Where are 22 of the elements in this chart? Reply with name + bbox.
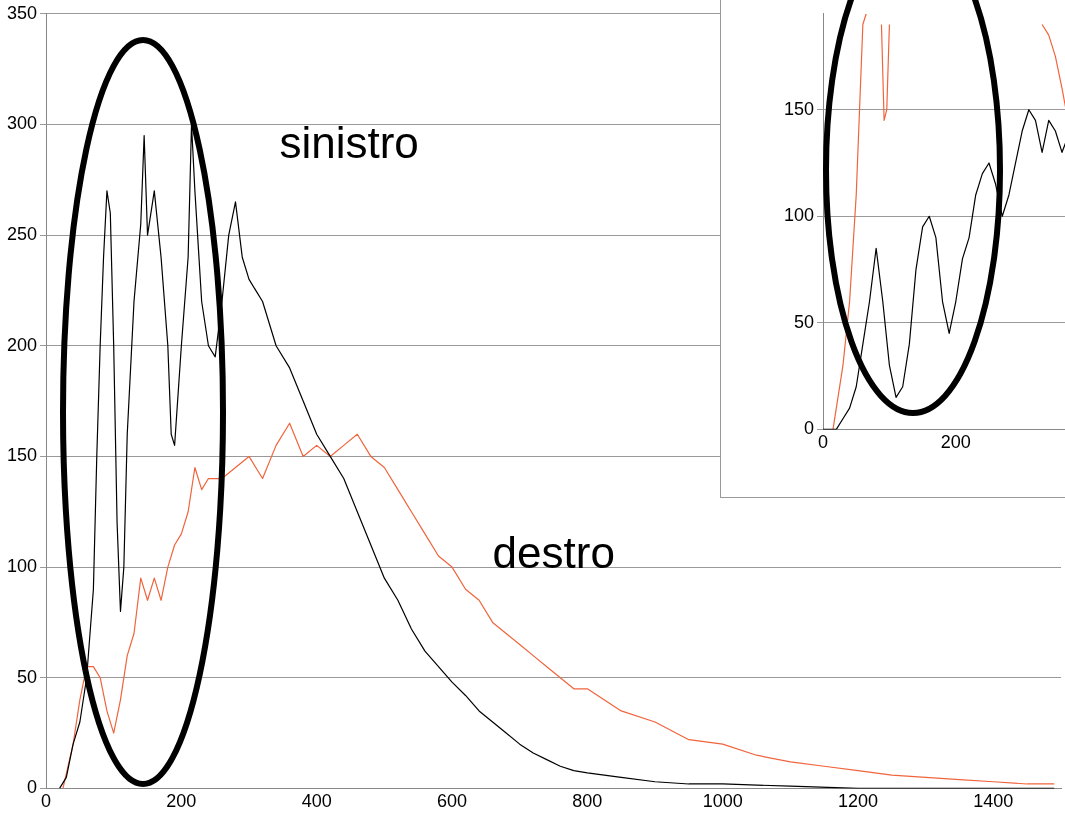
x-tick-label: 600	[437, 791, 468, 812]
y-tick-label: 150	[6, 445, 38, 466]
x-tick-label: 800	[572, 791, 603, 812]
y-tick-label: 200	[6, 334, 38, 355]
y-tick-label: 100	[6, 556, 38, 577]
y-tick-label: 300	[6, 113, 38, 134]
x-tick-label: 1000	[702, 791, 743, 812]
y-tick-label: 250	[6, 224, 38, 245]
y-tick-label: 350	[6, 2, 38, 23]
y-tick-label: 0	[804, 418, 815, 439]
series-label: sinistro	[279, 117, 419, 167]
x-tick-label: 0	[41, 791, 52, 812]
series-label: destro	[492, 528, 615, 578]
x-tick-label: 400	[301, 791, 332, 812]
y-tick-label: 50	[794, 311, 815, 332]
x-tick-label: 200	[166, 791, 197, 812]
y-tick-label: 50	[17, 666, 38, 687]
y-tick-label: 150	[783, 98, 815, 119]
x-tick-label: 1400	[973, 791, 1014, 812]
y-tick-label: 0	[27, 777, 38, 798]
x-tick-label: 1200	[837, 791, 879, 812]
y-tick-label: 100	[783, 205, 815, 226]
